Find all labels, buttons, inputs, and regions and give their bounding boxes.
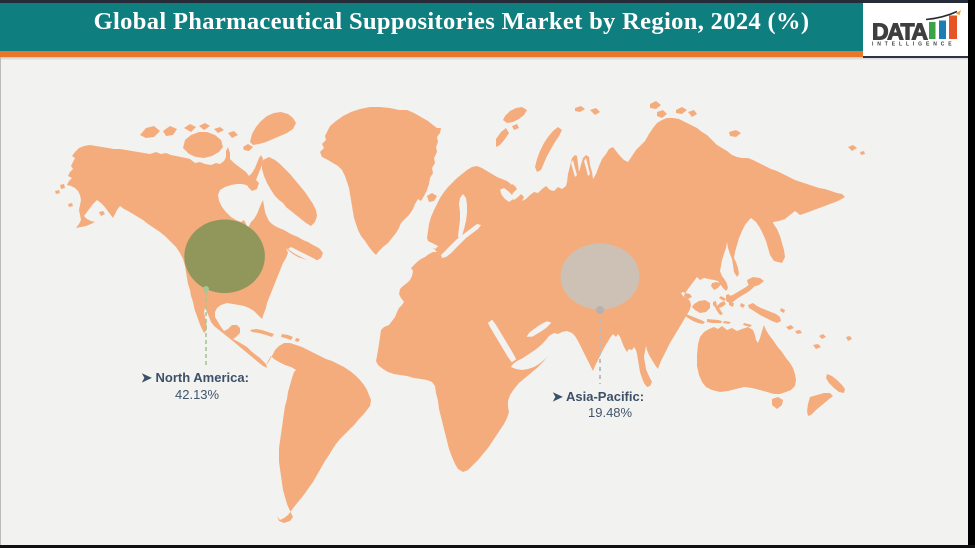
svg-text:DATA: DATA: [872, 18, 928, 44]
svg-text:INTELLIGENCE: INTELLIGENCE: [872, 42, 955, 48]
